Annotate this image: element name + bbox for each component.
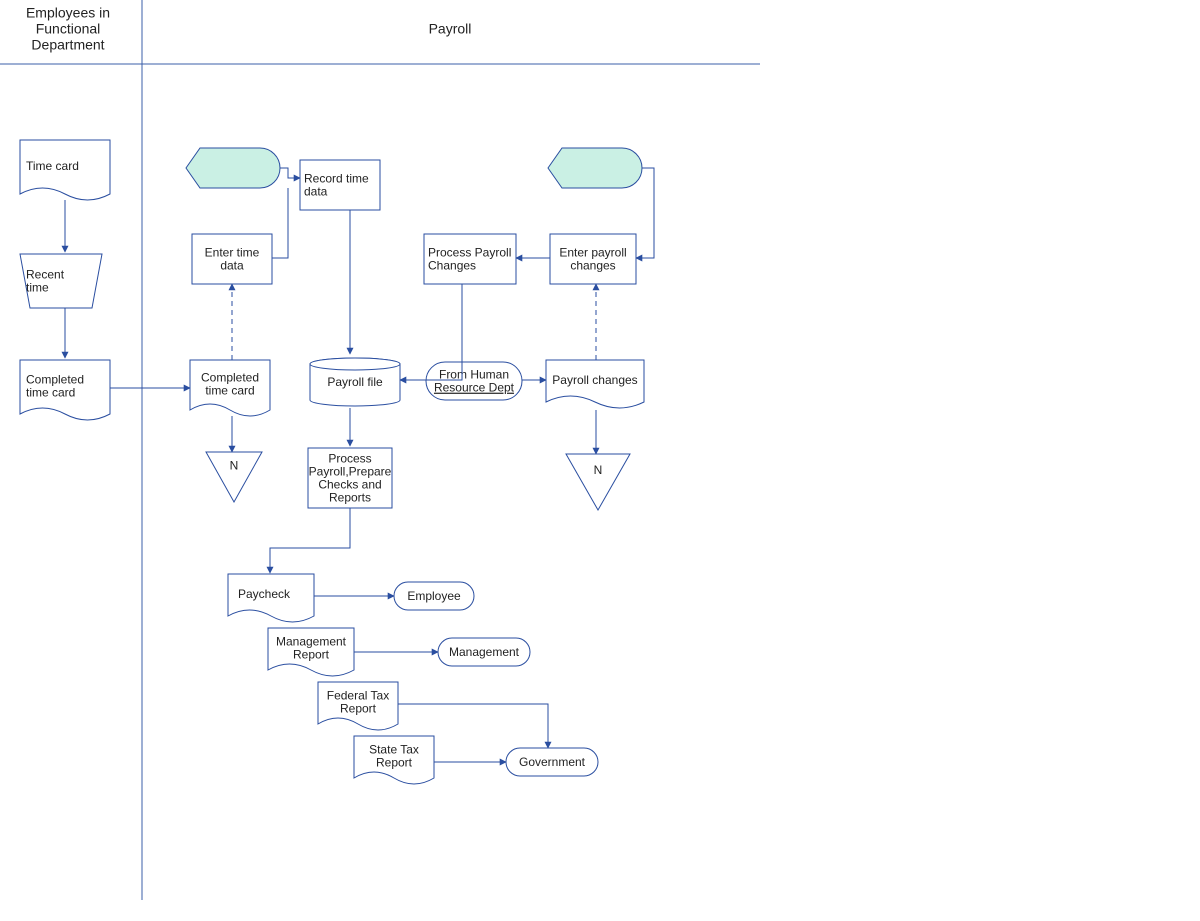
node-enter_time: Enter timedata [192, 234, 272, 284]
svg-text:changes: changes [570, 259, 615, 273]
svg-text:Process Payroll: Process Payroll [428, 246, 511, 260]
svg-text:Enter time: Enter time [205, 246, 260, 260]
svg-text:Reports: Reports [329, 491, 371, 505]
svg-text:Checks and: Checks and [318, 478, 381, 492]
svg-text:Changes: Changes [428, 259, 476, 273]
svg-text:Recent: Recent [26, 268, 65, 282]
svg-text:Report: Report [376, 756, 413, 770]
node-enter_changes: Enter payrollchanges [550, 234, 636, 284]
svg-text:Time card: Time card [26, 159, 79, 173]
node-government: Government [506, 748, 598, 776]
svg-text:Resource Dept: Resource Dept [434, 381, 515, 395]
lane-header-left: Functional [36, 21, 101, 37]
node-completed_tc_L: Completedtime card [20, 360, 110, 420]
svg-text:Completed: Completed [26, 373, 84, 387]
svg-text:Government: Government [519, 755, 586, 769]
svg-text:time card: time card [26, 386, 75, 400]
svg-text:Record time: Record time [304, 172, 369, 186]
node-from_hr: From HumanResource Dept [426, 362, 522, 400]
node-recent_time: Recenttime [20, 254, 102, 308]
svg-text:Management: Management [276, 635, 347, 649]
node-record_time: Record timedata [300, 160, 380, 210]
svg-text:Report: Report [293, 648, 330, 662]
node-process_changes: Process PayrollChanges [424, 234, 516, 284]
svg-text:State Tax: State Tax [369, 743, 419, 757]
lane-header-left: Employees in [26, 5, 110, 21]
edge-display_left-to-record_time [280, 168, 300, 178]
node-display_right [548, 148, 642, 188]
lane-header-right: Payroll [429, 21, 472, 37]
svg-text:Management: Management [449, 645, 520, 659]
node-time_card: Time card [20, 140, 110, 200]
svg-text:Federal Tax: Federal Tax [327, 689, 389, 703]
lane-header-left: Department [31, 37, 104, 53]
svg-text:Completed: Completed [201, 371, 259, 385]
node-paycheck: Paycheck [228, 574, 314, 622]
svg-text:time: time [26, 281, 49, 295]
node-employee: Employee [394, 582, 474, 610]
node-mgmt_report: ManagementReport [268, 628, 354, 676]
edge-display_right-to-enter_changes [636, 168, 654, 258]
svg-text:time card: time card [205, 384, 254, 398]
svg-text:Report: Report [340, 702, 377, 716]
svg-text:data: data [220, 259, 244, 273]
node-state_tax: State TaxReport [354, 736, 434, 784]
node-tri_N_right: N [566, 454, 630, 510]
edge-enter_time-to-display_left [272, 188, 288, 258]
node-payroll_changes: Payroll changes [546, 360, 644, 408]
svg-text:Payroll,Prepare: Payroll,Prepare [309, 465, 392, 479]
svg-text:N: N [230, 459, 239, 473]
svg-text:Employee: Employee [407, 589, 461, 603]
svg-text:Payroll file: Payroll file [327, 375, 383, 389]
svg-text:N: N [594, 463, 603, 477]
svg-text:Process: Process [328, 452, 371, 466]
node-tri_N_left: N [206, 452, 262, 502]
svg-text:Enter payroll: Enter payroll [559, 246, 626, 260]
node-management: Management [438, 638, 530, 666]
flowchart-canvas: Employees inFunctionalDepartment Payroll T… [0, 0, 1200, 921]
svg-text:Paycheck: Paycheck [238, 587, 291, 601]
node-payroll_file: Payroll file [310, 358, 400, 406]
node-fed_tax: Federal TaxReport [318, 682, 398, 730]
node-process_payroll: ProcessPayroll,PrepareChecks andReports [308, 448, 392, 508]
node-completed_tc_R: Completedtime card [190, 360, 270, 416]
edge-process_payroll-to-paycheck [270, 508, 350, 573]
svg-text:data: data [304, 185, 328, 199]
svg-text:Payroll changes: Payroll changes [552, 373, 637, 387]
node-display_left [186, 148, 280, 188]
